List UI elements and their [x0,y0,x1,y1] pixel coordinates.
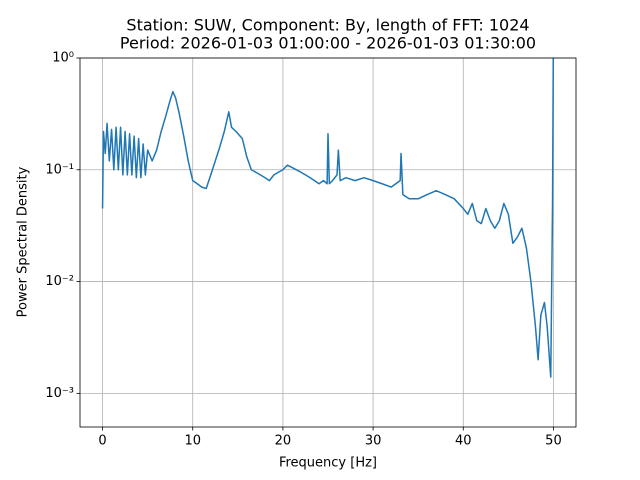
x-tick-label: 10 [184,434,201,449]
data-line [101,58,555,378]
x-tick-label: 20 [275,434,292,449]
x-tick-label: 30 [365,434,382,449]
x-tick-label: 50 [545,434,562,449]
chart-subtitle: Period: 2026-01-03 01:00:00 - 2026-01-03… [120,34,536,53]
y-tick-label: 10⁻¹ [45,162,74,177]
y-tick-label: 10⁰ [52,51,74,66]
axes-frame [79,57,577,428]
plot-area [101,58,555,378]
x-tick-label: 40 [455,434,472,449]
y-tick-label: 10⁻³ [45,386,74,401]
chart-title: Station: SUW, Component: By, length of F… [126,16,529,35]
y-axis-label: Power Spectral Density [16,166,31,317]
x-tick-label: 0 [98,434,106,449]
y-tick-label: 10⁻² [45,274,74,289]
axes: 0 10 20 30 40 50 10⁻³ 10⁻² 10⁻¹ 10⁰ [45,51,561,449]
x-axis-label: Frequency [Hz] [279,456,377,471]
